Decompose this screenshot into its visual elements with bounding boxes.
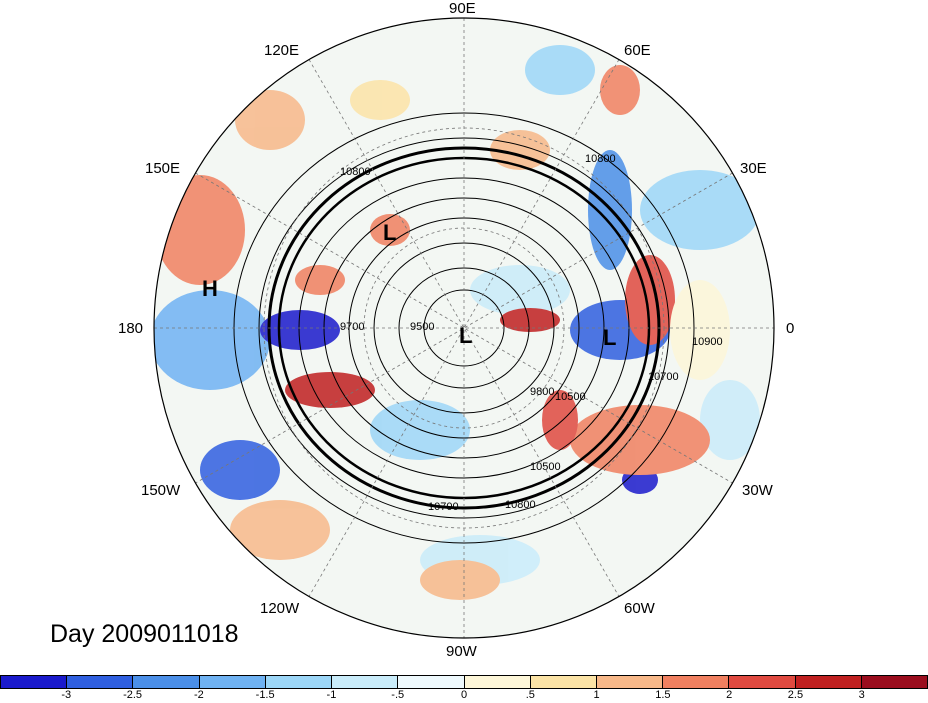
- colorbar-swatch: [729, 676, 796, 688]
- colorbar: [0, 675, 928, 689]
- colorbar-swatch: [795, 676, 862, 688]
- colorbar-swatch: [199, 676, 266, 688]
- colorbar-tick-label: 2.5: [787, 689, 804, 701]
- day-caption: Day 2009011018: [50, 620, 239, 648]
- colorbar-swatch: [332, 676, 399, 688]
- colorbar-tick-label: 2: [726, 689, 733, 701]
- lon-label-180: 180: [118, 320, 144, 337]
- colorbar-tick-label: -2: [193, 689, 204, 701]
- colorbar-tick-label: -1.5: [255, 689, 275, 701]
- low-center-label: L: [383, 220, 396, 245]
- colorbar-swatch: [464, 676, 531, 688]
- colorbar-swatch: [133, 676, 200, 688]
- graticule: [154, 18, 774, 638]
- low-center-label: L: [459, 323, 472, 348]
- high-center-label: H: [202, 276, 218, 301]
- map-border: [153, 17, 775, 639]
- colorbar-swatch: [265, 676, 333, 688]
- colorbar-ticks: -3 -2.5 -2 -1.5 -1 -.5 0 .5 1 1.5 2 2.5 3: [0, 689, 928, 703]
- colorbar-tick-label: 0: [460, 689, 468, 701]
- lon-label-60e: 60E: [624, 42, 651, 59]
- contour-label: 10500: [555, 391, 586, 403]
- lon-label-120w: 120W: [260, 600, 300, 617]
- colorbar-tick-label: -1: [326, 689, 337, 701]
- colorbar-tick-label: -.5: [391, 689, 405, 701]
- contour-label: 10700: [648, 371, 679, 383]
- contour-label: 10800: [340, 166, 371, 178]
- colorbar-tick-label: -2.5: [123, 689, 143, 701]
- lon-label-60w: 60W: [624, 600, 655, 617]
- lon-label-150e: 150E: [145, 160, 181, 177]
- colorbar-tick-label: -3: [61, 689, 72, 701]
- lon-label-0: 0: [786, 320, 795, 337]
- contour-label: 10700: [428, 501, 459, 513]
- contour-label: 10900: [692, 336, 723, 348]
- contour-label: 10800: [505, 499, 536, 511]
- colorbar-tick-label: 1: [593, 689, 600, 701]
- lon-label-90w: 90W: [446, 643, 477, 660]
- colorbar-swatch: [663, 676, 730, 688]
- pressure-centers: L L L H: [202, 220, 616, 350]
- colorbar-swatch: [1, 676, 68, 688]
- lon-label-150w: 150W: [141, 482, 181, 499]
- contour-label: 9800: [530, 386, 554, 398]
- colorbar-swatch: [861, 676, 928, 688]
- low-center-label: L: [603, 325, 616, 350]
- colorbar-tick-label: .5: [525, 689, 535, 701]
- contour-label: 10500: [530, 461, 561, 473]
- contour-label: 9500: [410, 321, 434, 333]
- colorbar-tick-label: 1.5: [655, 689, 671, 701]
- colorbar-swatch: [398, 676, 465, 688]
- lon-label-30e: 30E: [740, 160, 767, 177]
- contour-label-group: 10800 10800 9700 9500 9800 10500 10700 1…: [340, 153, 723, 513]
- colorbar-tick-label: 3: [858, 689, 865, 701]
- colorbar-swatch: [596, 676, 664, 688]
- lon-label-120e: 120E: [264, 42, 300, 59]
- lon-label-30w: 30W: [742, 482, 773, 499]
- contour-label: 9700: [340, 321, 364, 333]
- lon-label-90e: 90E: [449, 0, 476, 17]
- colorbar-swatch: [530, 676, 597, 688]
- colorbar-swatch: [67, 676, 134, 688]
- contour-label: 10800: [585, 153, 616, 165]
